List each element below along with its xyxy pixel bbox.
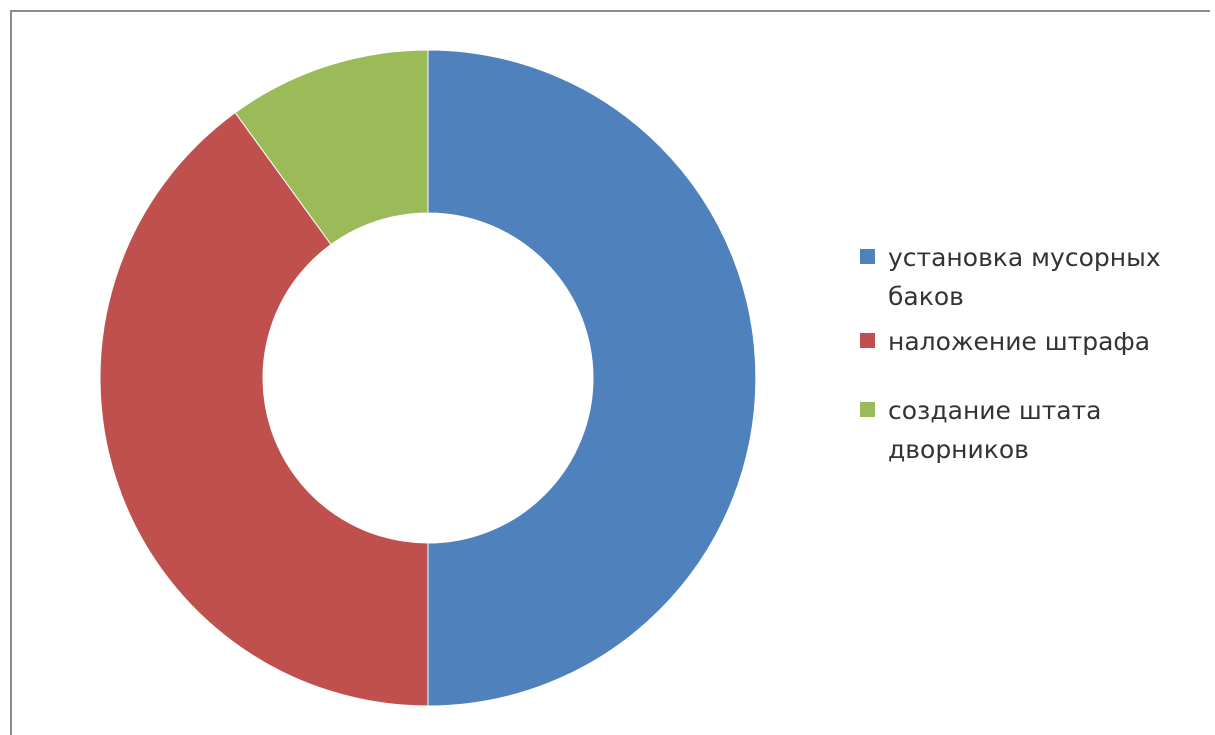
legend-swatch-3: [860, 402, 875, 417]
legend-label-1: установка мусорных баков: [888, 243, 1161, 311]
donut-slice-3: [234, 49, 429, 246]
legend-swatch-2: [860, 333, 875, 348]
donut-slices: [99, 49, 757, 707]
legend-item-1: установка мусорных баков: [860, 238, 1200, 316]
legend-item-2: наложение штрафа: [860, 322, 1200, 361]
chart-legend: установка мусорных баков наложение штраф…: [860, 238, 1200, 469]
donut-slice-2: [99, 111, 429, 707]
legend-label-3: создание штата дворников: [888, 396, 1102, 464]
donut-slice-1: [427, 49, 757, 707]
legend-label-2: наложение штрафа: [888, 327, 1151, 356]
legend-swatch-1: [860, 249, 875, 264]
legend-item-3: создание штата дворников: [860, 391, 1200, 469]
